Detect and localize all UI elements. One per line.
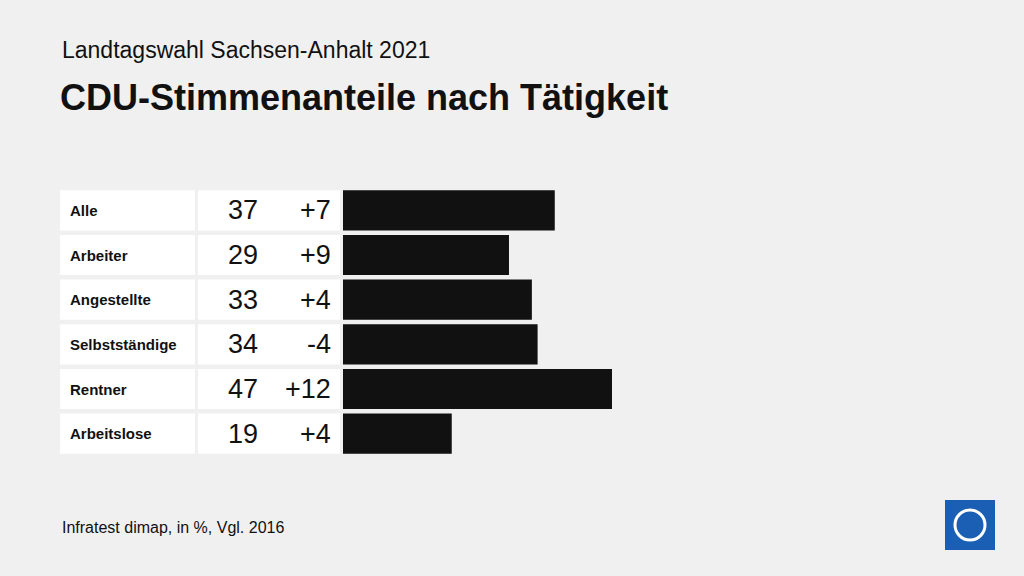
svg-text:19: 19: [228, 419, 258, 449]
svg-text:47: 47: [228, 374, 258, 404]
svg-text:Arbeitslose: Arbeitslose: [70, 425, 152, 442]
svg-text:37: 37: [228, 195, 258, 225]
svg-text:29: 29: [228, 240, 258, 270]
svg-text:-4: -4: [307, 329, 331, 359]
svg-text:Selbstständige: Selbstständige: [70, 336, 177, 353]
svg-text:Infratest dimap, in %, Vgl. 20: Infratest dimap, in %, Vgl. 2016: [62, 519, 284, 536]
svg-text:CDU-Stimmenanteile nach Tätigk: CDU-Stimmenanteile nach Tätigkeit: [60, 77, 668, 118]
svg-text:+9: +9: [300, 240, 331, 270]
svg-text:Landtagswahl Sachsen-Anhalt 20: Landtagswahl Sachsen-Anhalt 2021: [62, 37, 430, 63]
svg-text:33: 33: [228, 285, 258, 315]
svg-text:+4: +4: [300, 285, 331, 315]
svg-text:+4: +4: [300, 419, 331, 449]
svg-text:+7: +7: [300, 195, 331, 225]
svg-text:Angestellte: Angestellte: [70, 291, 151, 308]
svg-text:+12: +12: [285, 374, 331, 404]
svg-text:34: 34: [228, 329, 258, 359]
svg-text:Alle: Alle: [70, 202, 98, 219]
svg-text:Rentner: Rentner: [70, 381, 127, 398]
svg-text:Arbeiter: Arbeiter: [70, 247, 128, 264]
